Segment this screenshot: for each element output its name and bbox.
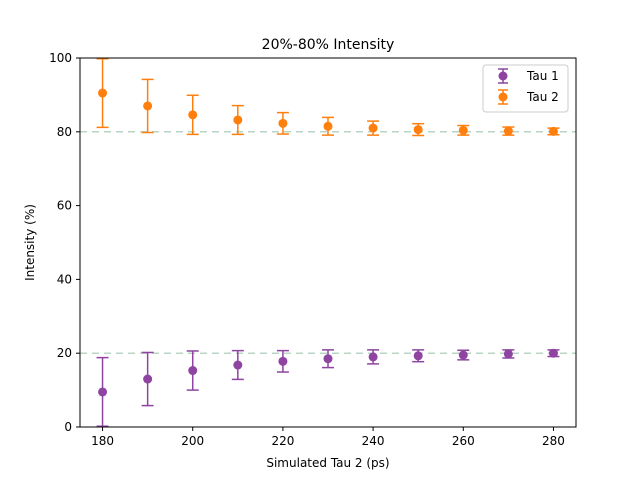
data-point	[458, 350, 468, 360]
data-point	[413, 351, 423, 361]
x-axis-label: Simulated Tau 2 (ps)	[266, 456, 389, 470]
chart-title: 20%-80% Intensity	[262, 37, 395, 53]
data-point	[458, 125, 468, 135]
data-point	[98, 387, 108, 397]
y-tick-label: 20	[57, 346, 72, 360]
y-tick-label: 60	[57, 199, 72, 213]
data-point	[413, 125, 423, 135]
y-axis: 0 20 40 60 80 100	[49, 51, 80, 434]
data-point	[188, 110, 198, 120]
x-tick-label: 240	[362, 434, 385, 448]
y-tick-label: 100	[49, 51, 72, 65]
data-point	[278, 118, 288, 128]
legend-marker	[498, 92, 508, 102]
plot-area	[80, 57, 576, 428]
data-point	[548, 126, 558, 136]
x-axis: 180 200 220 240 260 280	[91, 427, 565, 448]
data-point	[98, 88, 108, 98]
data-point	[278, 356, 288, 366]
y-tick-label: 0	[64, 420, 72, 434]
data-point	[503, 126, 513, 136]
data-point	[368, 123, 378, 133]
x-tick-label: 260	[452, 434, 475, 448]
y-tick-label: 40	[57, 272, 72, 286]
x-tick-label: 180	[91, 434, 114, 448]
data-point	[188, 366, 198, 376]
data-point	[548, 348, 558, 358]
data-point	[233, 360, 243, 370]
series-2	[96, 57, 560, 137]
data-point	[143, 374, 153, 384]
data-point	[503, 349, 513, 359]
data-point	[323, 121, 333, 131]
data-point	[368, 352, 378, 362]
plot-frame	[79, 57, 577, 428]
x-tick-label: 280	[542, 434, 565, 448]
y-axis-label: Intensity (%)	[23, 204, 37, 281]
series-1	[96, 348, 560, 428]
legend-label: Tau 1	[526, 69, 559, 83]
legend-label: Tau 2	[526, 90, 559, 104]
data-point	[323, 354, 333, 364]
data-point	[233, 115, 243, 125]
data-point	[143, 101, 153, 111]
x-tick-label: 220	[271, 434, 294, 448]
legend: Tau 1 Tau 2	[482, 64, 569, 113]
legend-item: Tau 2	[498, 89, 559, 105]
legend-marker	[498, 71, 508, 81]
y-tick-label: 80	[57, 125, 72, 139]
x-tick-label: 200	[181, 434, 204, 448]
legend-item: Tau 1	[498, 68, 559, 84]
